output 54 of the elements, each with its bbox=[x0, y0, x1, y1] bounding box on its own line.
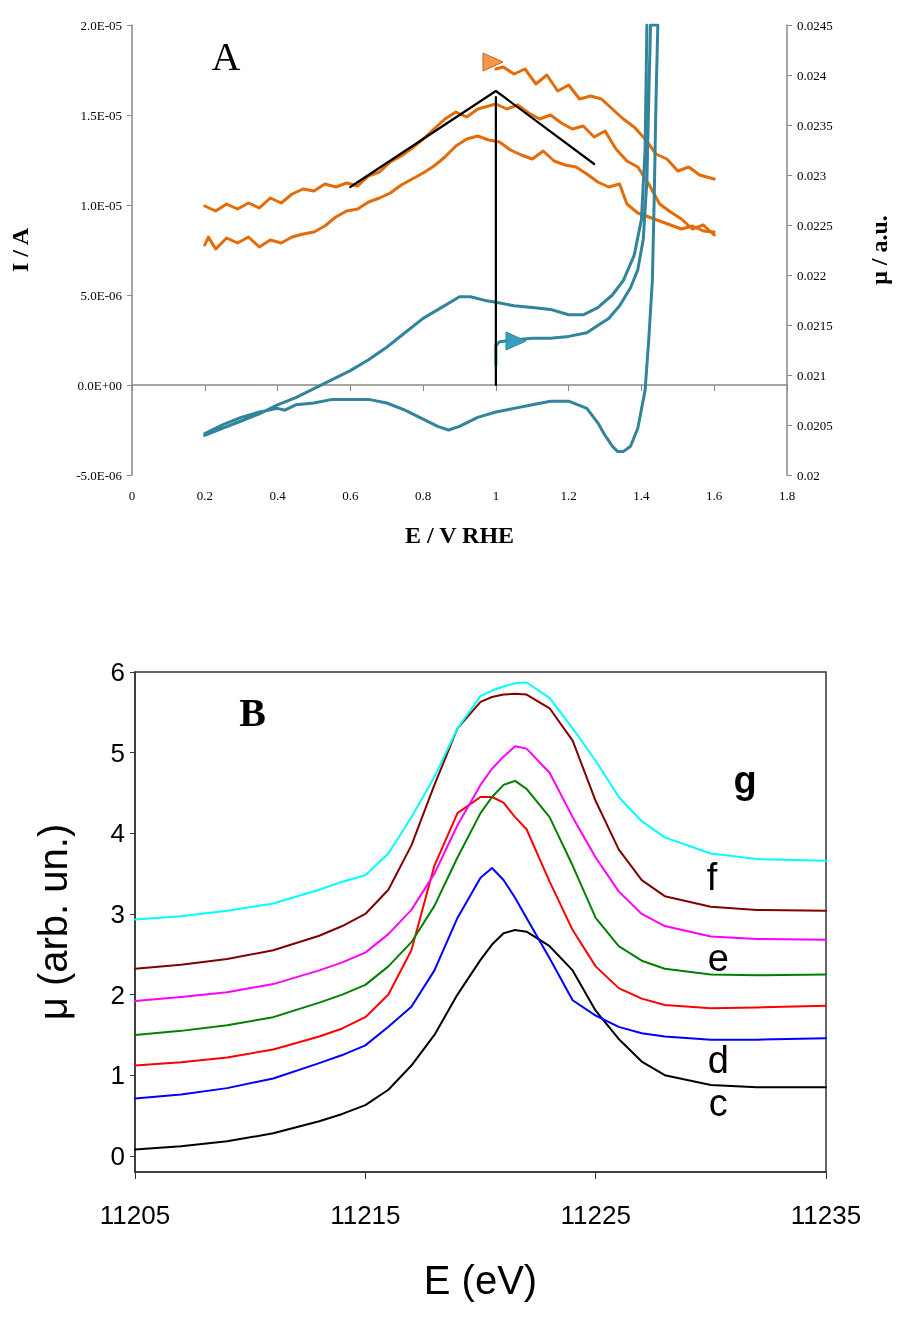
annotation: A bbox=[211, 34, 241, 79]
line-series bbox=[134, 745, 827, 1003]
x-axis-title: E (eV) bbox=[423, 1258, 538, 1302]
x-tick-label: 0.8 bbox=[414, 488, 432, 503]
x-tick-label: 1.8 bbox=[778, 488, 796, 503]
y-axis-title: I / A bbox=[7, 227, 33, 273]
x-tick-label: 0 bbox=[128, 488, 136, 503]
x-tick-label: 11205 bbox=[99, 1200, 171, 1230]
y-tick-label: 2.0E-05 bbox=[80, 17, 122, 33]
line-series bbox=[134, 681, 827, 921]
y-tick-label: 1.5E-05 bbox=[80, 107, 122, 123]
x-tick-label: 1.2 bbox=[560, 488, 577, 503]
line-series bbox=[134, 692, 827, 970]
y-tick-label: 0 bbox=[110, 1140, 125, 1171]
x-tick-label: 1 bbox=[492, 488, 500, 503]
line-series bbox=[203, 23, 660, 454]
annotation: B bbox=[239, 689, 266, 735]
y-tick-label: 5.0E-06 bbox=[80, 287, 123, 303]
y2-tick-label: 0.0215 bbox=[797, 317, 833, 333]
annotation: e bbox=[707, 937, 729, 979]
y-tick-label: 2 bbox=[110, 979, 125, 1010]
y2-tick-label: 0.0205 bbox=[797, 417, 833, 433]
y-tick-label: -5.0E-06 bbox=[76, 467, 123, 483]
x-tick-label: 0.4 bbox=[269, 488, 287, 503]
y2-tick-label: 0.0245 bbox=[797, 17, 833, 33]
x-tick-label: 1.6 bbox=[706, 488, 723, 503]
y-tick-label: 6 bbox=[110, 657, 125, 687]
y-axis-title: μ (arb. un.) bbox=[31, 823, 75, 1021]
x-axis-title: E / V RHE bbox=[404, 522, 515, 548]
y2-axis-title: μ / a.u. bbox=[866, 215, 892, 285]
y2-tick-label: 0.022 bbox=[797, 267, 827, 283]
y-tick-label: 1.0E-05 bbox=[80, 197, 122, 213]
y-tick-label: 3 bbox=[110, 898, 125, 929]
annotation: g bbox=[733, 759, 757, 801]
line-series bbox=[134, 929, 827, 1151]
x-tick-label: 1.4 bbox=[633, 488, 651, 503]
x-tick-label: 11225 bbox=[560, 1200, 631, 1230]
annotation: d bbox=[707, 1038, 729, 1081]
y-tick-label: 4 bbox=[110, 818, 125, 849]
y2-tick-label: 0.024 bbox=[797, 67, 827, 83]
y2-tick-label: 0.0225 bbox=[797, 217, 833, 233]
y-tick-label: 5 bbox=[110, 737, 125, 768]
y-tick-label: 0.0E+00 bbox=[77, 377, 122, 393]
y2-tick-label: 0.021 bbox=[797, 367, 827, 383]
y-tick-label: 1 bbox=[110, 1060, 125, 1091]
annotation: f bbox=[706, 856, 718, 898]
y2-tick-label: 0.023 bbox=[797, 167, 827, 183]
x-tick-label: 11215 bbox=[330, 1200, 401, 1230]
x-tick-label: 0.2 bbox=[196, 488, 213, 503]
y2-tick-label: 0.02 bbox=[797, 467, 820, 483]
annotation: c bbox=[708, 1082, 728, 1124]
y2-tick-label: 0.0235 bbox=[797, 117, 833, 133]
x-tick-label: 0.6 bbox=[342, 488, 359, 503]
x-tick-label: 11235 bbox=[790, 1200, 862, 1230]
